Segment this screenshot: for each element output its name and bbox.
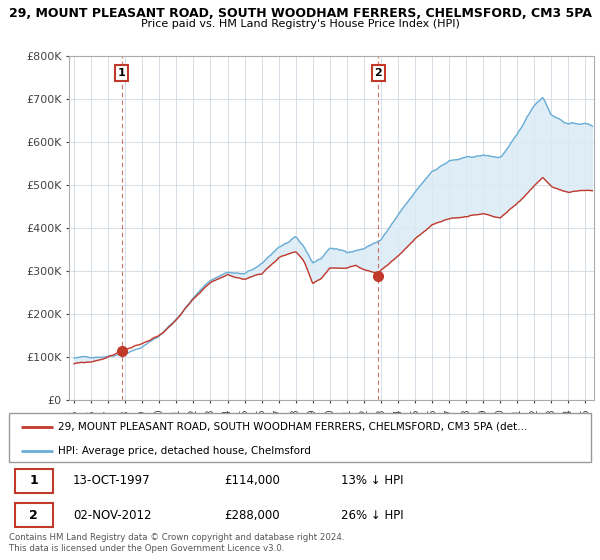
Text: 02-NOV-2012: 02-NOV-2012 — [73, 508, 152, 521]
Text: Contains HM Land Registry data © Crown copyright and database right 2024.
This d: Contains HM Land Registry data © Crown c… — [9, 533, 344, 553]
Bar — [15, 503, 53, 528]
Text: 2: 2 — [29, 508, 38, 521]
Text: £114,000: £114,000 — [224, 474, 280, 487]
Text: HPI: Average price, detached house, Chelmsford: HPI: Average price, detached house, Chel… — [58, 446, 311, 456]
Text: 29, MOUNT PLEASANT ROAD, SOUTH WOODHAM FERRERS, CHELMSFORD, CM3 5PA (det…: 29, MOUNT PLEASANT ROAD, SOUTH WOODHAM F… — [58, 422, 528, 432]
Bar — [15, 469, 53, 493]
Text: Price paid vs. HM Land Registry's House Price Index (HPI): Price paid vs. HM Land Registry's House … — [140, 19, 460, 29]
Text: 1: 1 — [118, 68, 125, 78]
Text: 1: 1 — [29, 474, 38, 487]
Text: 2: 2 — [374, 68, 382, 78]
Text: 13% ↓ HPI: 13% ↓ HPI — [341, 474, 403, 487]
Text: 29, MOUNT PLEASANT ROAD, SOUTH WOODHAM FERRERS, CHELMSFORD, CM3 5PA: 29, MOUNT PLEASANT ROAD, SOUTH WOODHAM F… — [8, 7, 592, 20]
Text: £288,000: £288,000 — [224, 508, 280, 521]
Text: 26% ↓ HPI: 26% ↓ HPI — [341, 508, 403, 521]
Text: 13-OCT-1997: 13-OCT-1997 — [73, 474, 151, 487]
